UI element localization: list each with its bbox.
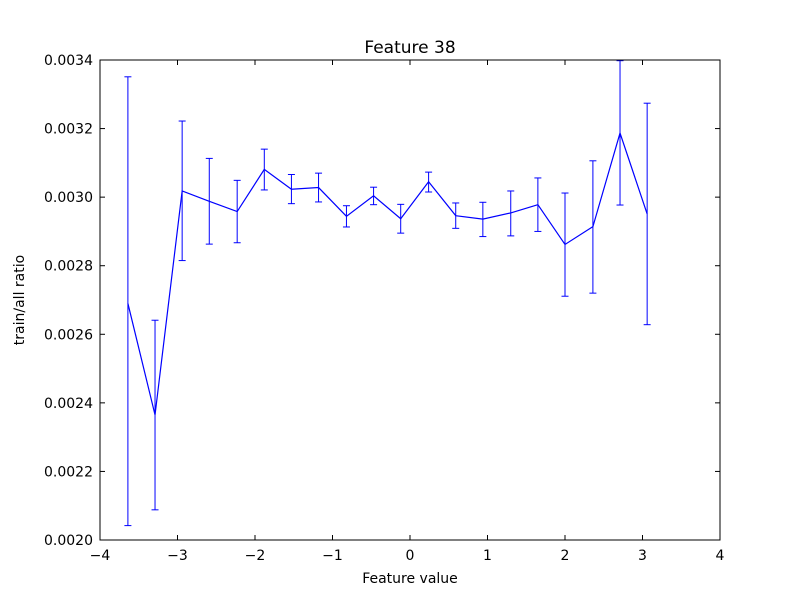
x-tick-label: −1 <box>322 548 343 564</box>
axes: −4 −3 −2 −1 0 1 2 3 4 0.0020 0.0022 0.0024 0.0026 0.0… <box>44 53 725 564</box>
x-tick-label: 4 <box>716 548 725 564</box>
x-tick-label: 0 <box>406 548 415 564</box>
chart-title: Feature 38 <box>364 38 455 58</box>
x-tick-label: 3 <box>638 548 647 564</box>
y-tick-label: 0.0032 <box>44 122 93 138</box>
y-tick-label: 0.0024 <box>44 396 93 412</box>
plot-area <box>124 60 651 527</box>
y-tick-label: 0.0028 <box>44 259 93 275</box>
x-tick-label: −3 <box>167 548 188 564</box>
y-axis-title: train/all ratio <box>12 255 28 345</box>
y-tick-label: 0.0026 <box>44 327 93 343</box>
x-tick-label: 2 <box>561 548 570 564</box>
plot-frame <box>99 59 721 541</box>
series-line <box>127 131 648 416</box>
y-tick-label: 0.0022 <box>44 464 93 480</box>
x-tick-label: −2 <box>245 548 266 564</box>
y-tick-label: 0.0034 <box>44 53 93 69</box>
x-tick-label: 1 <box>483 548 492 564</box>
x-tick-label: −4 <box>90 548 111 564</box>
y-tick-label: 0.0030 <box>44 190 93 206</box>
x-axis-title: Feature value <box>362 571 458 587</box>
y-tick-label: 0.0020 <box>44 533 93 549</box>
